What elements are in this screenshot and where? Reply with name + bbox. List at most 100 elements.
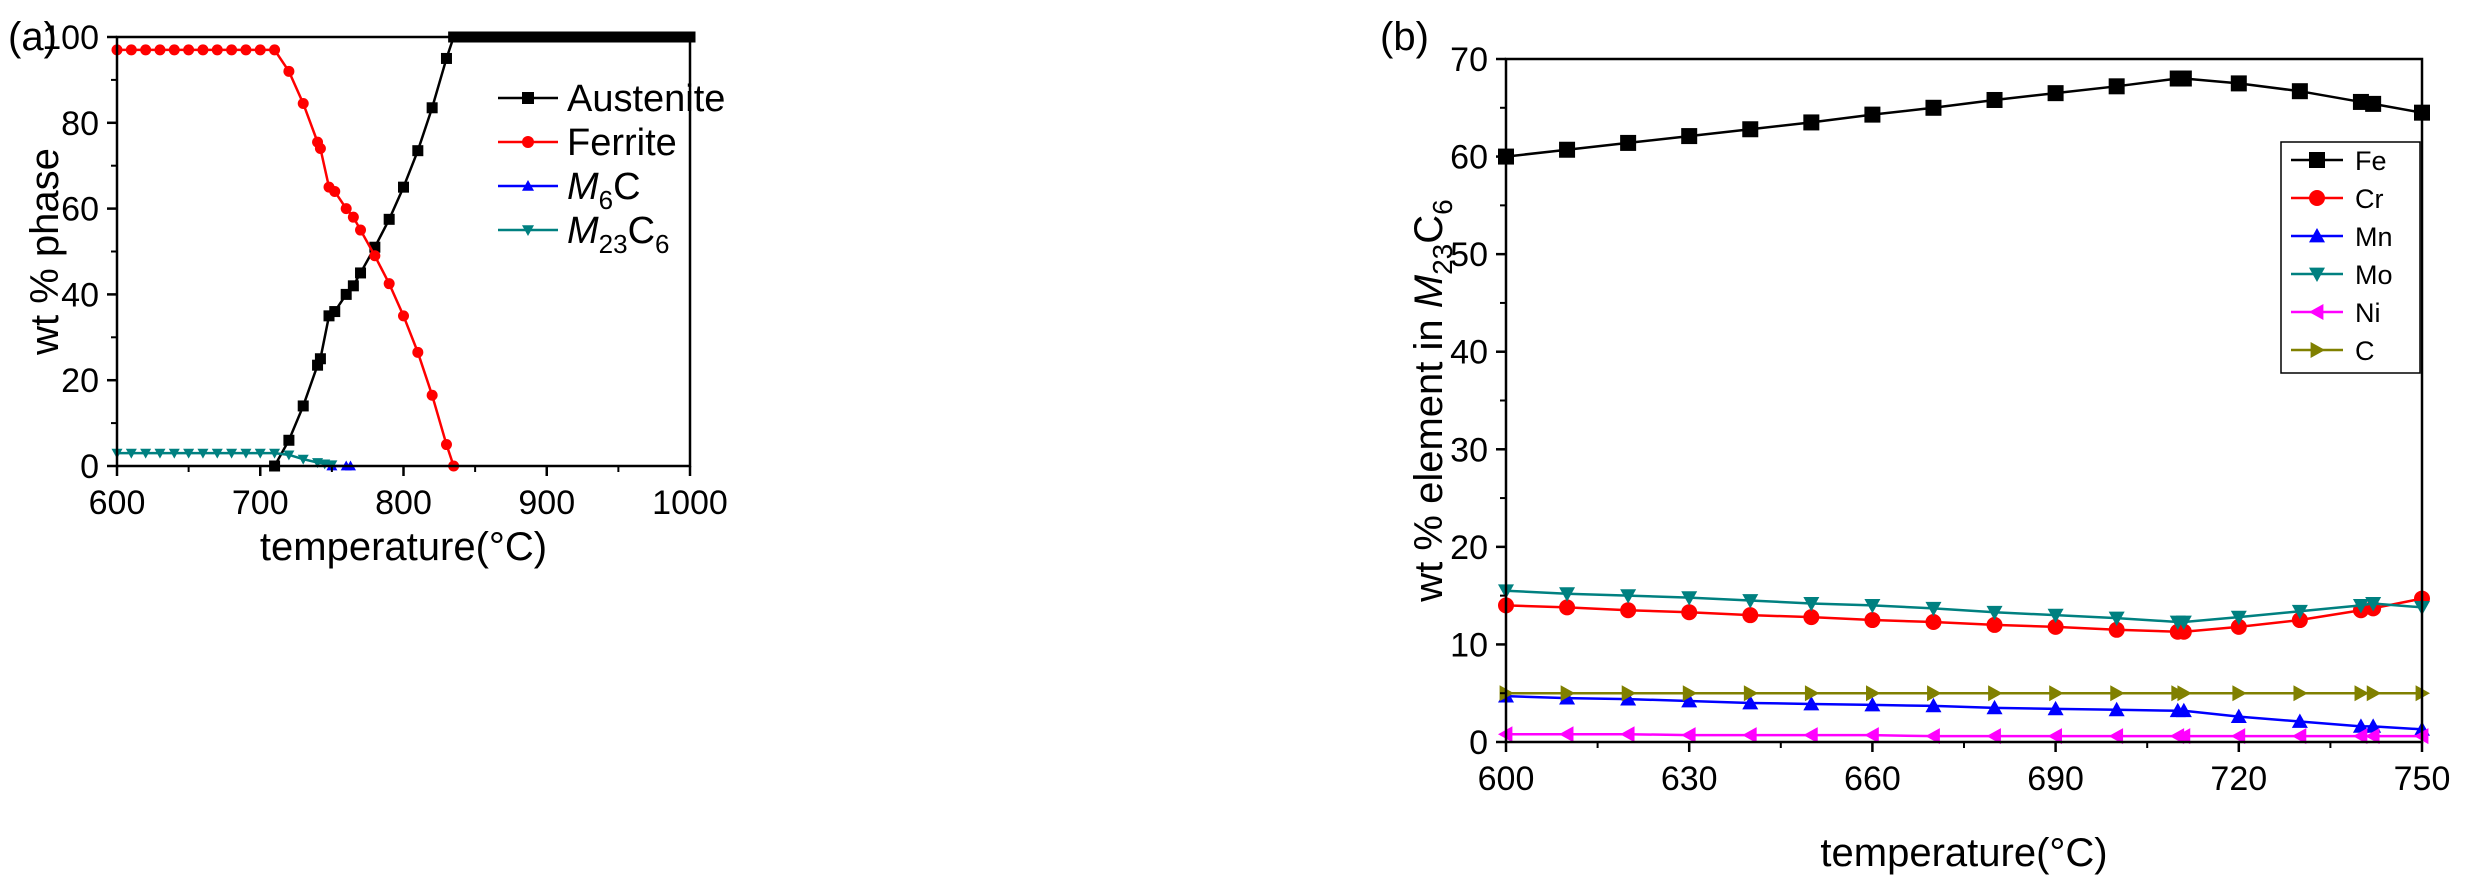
data-point-Mn-6 xyxy=(1864,696,1881,712)
x-axis-label: temperature(°C) xyxy=(1820,831,2107,875)
data-point-Austenite-10 xyxy=(369,241,381,253)
data-point-Ni-8 xyxy=(1986,728,2001,745)
series-group xyxy=(1498,70,2430,745)
x-tick-label: 600 xyxy=(89,484,146,522)
data-point-M23C6-5 xyxy=(183,448,195,459)
data-point-Fe-6 xyxy=(1864,106,1881,123)
data-point-Ni-6 xyxy=(1864,727,1879,744)
data-point-C-15 xyxy=(2354,685,2369,702)
data-point-C-2 xyxy=(1621,685,1637,702)
data-point-Ferrite-8 xyxy=(226,44,238,56)
legend-label-M23C6: M23C6 xyxy=(567,210,670,259)
data-point-Ni-14 xyxy=(2291,728,2307,745)
legend-swatch-marker xyxy=(522,180,534,191)
legend-swatch-marker xyxy=(522,136,534,148)
data-point-Ferrite-18 xyxy=(340,203,352,215)
data-point-Ferrite-12 xyxy=(283,65,295,77)
data-point-Ferrite-25 xyxy=(426,389,438,401)
y-tick-label: 20 xyxy=(1450,529,1488,567)
data-point-Mo-8 xyxy=(1986,605,2003,621)
y-axis-label-text2: C xyxy=(1407,215,1451,244)
x-tick-label: 660 xyxy=(1844,760,1901,798)
legend-main: Mo xyxy=(2355,260,2393,290)
data-point-Ferrite-9 xyxy=(240,44,252,56)
data-point-Ferrite-6 xyxy=(197,44,209,56)
data-point-C-7 xyxy=(1927,685,1942,702)
series-line-Ferrite xyxy=(117,48,455,467)
data-point-C-12 xyxy=(2177,685,2192,702)
data-point-M23C6-12 xyxy=(283,450,295,461)
y-axis-label-text: wt % phase xyxy=(23,148,67,356)
data-point-Cr-3 xyxy=(1681,604,1698,621)
y-tick-label: 0 xyxy=(1469,724,1488,762)
legend-label-Mo: Mo xyxy=(2355,260,2393,290)
data-point-Austenite-1 xyxy=(283,434,295,446)
data-point-Austenite-4 xyxy=(314,353,326,365)
data-point-Austenite-3 xyxy=(312,359,324,371)
data-point-Cr-6 xyxy=(1864,612,1881,629)
data-point-Mn-9 xyxy=(2047,700,2064,716)
data-point-Cr-9 xyxy=(2047,618,2064,635)
data-point-Mn-13 xyxy=(2230,708,2247,724)
x-axis-label: temperature(°C) xyxy=(260,525,547,569)
data-point-Fe-9 xyxy=(2047,85,2064,102)
legend-label-Mn: Mn xyxy=(2355,222,2393,252)
data-point-C-9 xyxy=(2049,685,2064,702)
data-point-M23C6-3 xyxy=(154,448,166,459)
data-point-Ni-13 xyxy=(2230,728,2246,745)
data-point-Mo-4 xyxy=(1742,594,1759,609)
data-point-Mo-7 xyxy=(1925,601,1942,617)
data-point-M23C6-8 xyxy=(226,448,238,459)
legend-label-Austenite: Austenite xyxy=(567,78,725,120)
y-axis-label: wt % element in M23C6 xyxy=(1407,199,1458,602)
data-point-Mo-16 xyxy=(2365,597,2382,612)
data-point-M23C6-2 xyxy=(140,448,152,459)
y-tick-label: 60 xyxy=(1450,139,1488,177)
data-point-C-14 xyxy=(2293,685,2308,702)
data-point-Cr-2 xyxy=(1620,602,1637,619)
data-point-Cr-4 xyxy=(1742,607,1759,624)
legend-box xyxy=(2280,141,2421,374)
data-point-Mn-4 xyxy=(1742,694,1759,710)
data-point-Austenite-12 xyxy=(398,181,409,193)
legend-main: Austenite xyxy=(567,78,725,120)
data-point-Ni-3 xyxy=(1681,727,1696,744)
legend-main: Mn xyxy=(2355,222,2393,252)
data-point-Ni-15 xyxy=(2352,728,2368,745)
data-point-Mn-7 xyxy=(1925,697,1942,713)
y-tick-label: 100 xyxy=(42,19,99,57)
data-point-Ferrite-10 xyxy=(254,44,266,56)
legend-swatch-marker xyxy=(2309,152,2325,168)
data-point-Austenite-2 xyxy=(297,400,309,412)
data-point-Fe-4 xyxy=(1742,121,1759,138)
data-point-Cr-13 xyxy=(2230,618,2247,635)
y-tick-label: 40 xyxy=(1450,334,1488,372)
data-point-Ferrite-17 xyxy=(329,185,341,197)
data-point-Ferrite-22 xyxy=(383,278,395,290)
data-point-Ferrite-3 xyxy=(154,44,166,56)
data-point-Fe-15 xyxy=(2352,93,2369,110)
y-axis-label-sub2: 6 xyxy=(1427,199,1458,215)
data-point-Fe-1 xyxy=(1559,141,1576,158)
x-tick-label: 690 xyxy=(2027,760,2084,798)
data-point-Ni-12 xyxy=(2175,728,2191,745)
series-line-Mn xyxy=(1505,694,2423,731)
data-point-Mn-3 xyxy=(1681,693,1698,708)
data-point-Austenite-6 xyxy=(329,306,341,318)
data-point-Austenite-8 xyxy=(347,280,359,292)
data-point-Ni-2 xyxy=(1620,726,1635,743)
legend-main: C xyxy=(613,166,640,208)
data-point-Mo-5 xyxy=(1803,597,1820,612)
data-point-Mn-10 xyxy=(2108,701,2125,717)
data-point-M23C6-4 xyxy=(168,448,180,459)
chart-panel-0: 600 700 800 900 1000 0 20 40 60 80 100(a) temperatu… xyxy=(8,15,728,569)
data-point-Mn-8 xyxy=(1986,699,2003,715)
data-point-Cr-7 xyxy=(1925,613,1942,630)
data-point-Mo-9 xyxy=(2047,608,2064,624)
x-tick-label: 750 xyxy=(2394,760,2451,798)
x-tick-label: 900 xyxy=(518,484,575,522)
data-point-Mo-6 xyxy=(1864,599,1881,614)
data-point-M23C6-10 xyxy=(254,448,266,459)
legend-main: Cr xyxy=(2355,184,2384,214)
data-point-Ferrite-19 xyxy=(347,211,359,223)
